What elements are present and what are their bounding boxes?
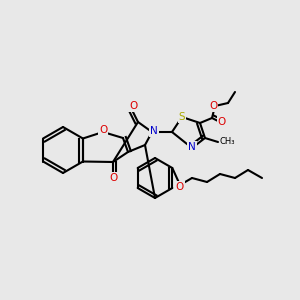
Text: CH₃: CH₃ — [220, 137, 236, 146]
Text: S: S — [179, 112, 185, 122]
Text: N: N — [150, 126, 158, 136]
Text: O: O — [129, 101, 137, 111]
Text: O: O — [209, 101, 217, 111]
Text: O: O — [109, 173, 117, 183]
Text: N: N — [188, 142, 196, 152]
Text: O: O — [99, 125, 107, 135]
Text: O: O — [218, 117, 226, 127]
Text: O: O — [176, 182, 184, 192]
